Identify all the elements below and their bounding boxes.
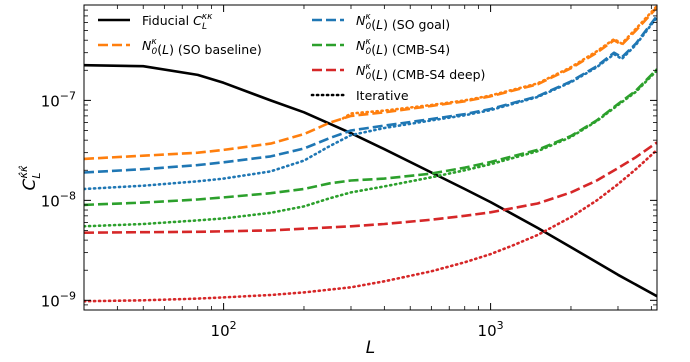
legend-label-so_goal: Nκ 0(L) (SO goal) [356, 12, 450, 32]
series-line-cmbs4_iter [84, 69, 657, 228]
series-line-so_baseline_iter [341, 5, 657, 120]
series-line-cmbs4 [84, 68, 657, 207]
legend: Fiducial Cκκ L Nκ 0(L) (SO baseline) Nκ 0(L) … [98, 12, 485, 103]
ticks-layer [83, 4, 657, 311]
plot-frame [83, 4, 658, 311]
legend-label-iterative: Iterative [356, 88, 409, 103]
legend-item-cmbs4_deep: Nκ 0(L) (CMB-S4 deep) [312, 62, 485, 82]
y-tick-label: 10−7 [41, 89, 76, 110]
series-line-cmbs4_deep [84, 141, 657, 234]
axis-labels: 102 103 10−9 10−8 10−7 L CLκ̂κ̂ [17, 89, 504, 358]
plot-background [84, 5, 657, 310]
y-axis-label: CLκ̂κ̂ [17, 165, 43, 190]
legend-label-fiducial: Fiducial Cκκ L [142, 12, 213, 32]
series-line-so_goal [84, 15, 657, 174]
legend-label-cmbs4: Nκ 0(L) (CMB-S4) [356, 37, 450, 57]
series-line-fiducial [84, 63, 657, 298]
legend-item-so_goal: Nκ 0(L) (SO goal) [312, 12, 450, 32]
series-line-cmbs4_deep_iter [84, 148, 657, 303]
y-tick-label: 10−9 [41, 289, 76, 310]
legend-item-cmbs4: Nκ 0(L) (CMB-S4) [312, 37, 450, 57]
series-layer [84, 5, 657, 303]
legend-label-so_baseline: Nκ 0(L) (SO baseline) [142, 37, 262, 57]
x-axis-label: L [366, 338, 375, 358]
series-line-so_goal_iter [84, 15, 657, 191]
legend-item-fiducial: Fiducial Cκκ L [98, 12, 213, 32]
legend-item-so_baseline: Nκ 0(L) (SO baseline) [98, 37, 262, 57]
x-tick-label: 102 [211, 319, 237, 340]
x-tick-label: 103 [478, 319, 504, 340]
legend-item-iterative: Iterative [310, 88, 409, 103]
y-tick-label: 10−8 [41, 189, 76, 210]
legend-label-cmbs4_deep: Nκ 0(L) (CMB-S4 deep) [356, 62, 485, 82]
